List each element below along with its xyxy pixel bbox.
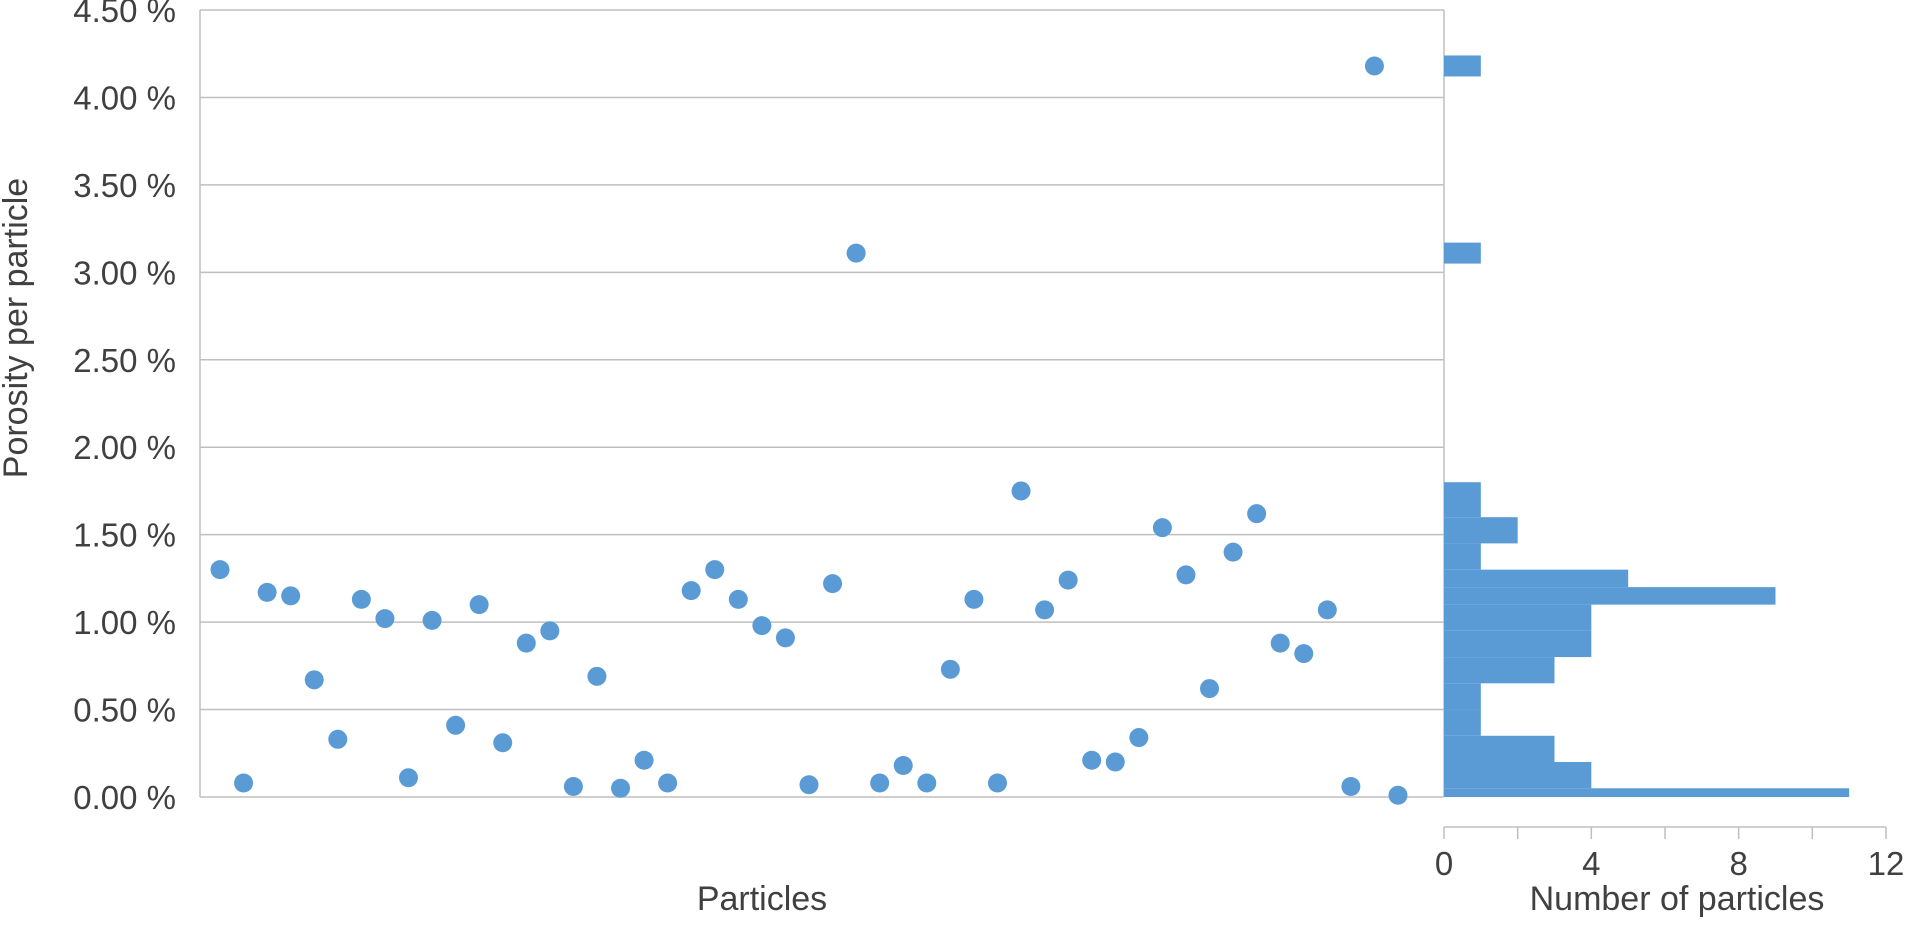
y-tick-label: 3.00 % bbox=[73, 254, 176, 291]
data-point bbox=[351, 589, 371, 609]
data-point bbox=[705, 560, 725, 580]
histogram-bar bbox=[1444, 55, 1481, 77]
data-point bbox=[964, 589, 984, 609]
data-point bbox=[540, 621, 560, 641]
data-point bbox=[634, 750, 654, 770]
histogram-bar bbox=[1444, 683, 1481, 710]
histogram-x-tick-label: 0 bbox=[1435, 845, 1453, 882]
data-point bbox=[493, 733, 513, 753]
scatter-y-tick-labels: 0.00 % 0.50 % 1.00 % 1.50 % 2.00 % 2.50 % 3.00… bbox=[73, 0, 176, 816]
histogram-bar bbox=[1444, 788, 1850, 797]
histogram-x-tick-label: 4 bbox=[1582, 845, 1600, 882]
data-point bbox=[870, 773, 890, 793]
histogram-x-axis bbox=[1443, 826, 1887, 839]
data-point bbox=[398, 768, 418, 788]
data-point bbox=[587, 666, 607, 686]
data-point bbox=[1341, 777, 1361, 797]
data-point bbox=[823, 574, 843, 594]
data-point bbox=[257, 582, 277, 602]
histogram-x-tick-label: 8 bbox=[1729, 845, 1747, 882]
histogram-x-tick-labels: 0 4 8 12 bbox=[1435, 845, 1905, 882]
data-point bbox=[917, 773, 937, 793]
histogram-bar bbox=[1444, 517, 1518, 544]
y-tick-label: 2.00 % bbox=[73, 429, 176, 466]
data-point bbox=[304, 670, 324, 690]
data-point bbox=[1058, 570, 1078, 590]
data-point bbox=[1294, 644, 1314, 664]
y-tick-label: 1.00 % bbox=[73, 604, 176, 641]
data-point bbox=[658, 773, 678, 793]
data-point bbox=[1200, 679, 1220, 699]
histogram-bar bbox=[1444, 587, 1776, 605]
data-point bbox=[611, 778, 631, 798]
y-tick-label: 2.50 % bbox=[73, 342, 176, 379]
y-tick-label: 0.50 % bbox=[73, 692, 176, 729]
data-point bbox=[281, 586, 301, 606]
data-point bbox=[681, 581, 701, 601]
histogram-bar bbox=[1444, 630, 1592, 658]
histogram-bar bbox=[1444, 569, 1629, 588]
data-point bbox=[1035, 600, 1055, 620]
data-point bbox=[1082, 750, 1102, 770]
histogram-bar bbox=[1444, 482, 1481, 518]
data-point bbox=[1152, 518, 1172, 538]
histogram-bar bbox=[1444, 543, 1481, 570]
x-axis-label: Particles bbox=[697, 880, 827, 918]
data-point bbox=[1011, 481, 1031, 501]
data-point bbox=[940, 659, 960, 679]
y-axis-label: Porosity per particle bbox=[0, 178, 35, 478]
data-point bbox=[752, 616, 772, 636]
data-point bbox=[469, 595, 489, 615]
data-point bbox=[1176, 565, 1196, 585]
data-point bbox=[1129, 728, 1149, 748]
y-tick-label: 1.50 % bbox=[73, 517, 176, 554]
data-point bbox=[1317, 600, 1337, 620]
histogram-bar bbox=[1444, 735, 1555, 763]
data-point bbox=[1223, 542, 1243, 562]
scatter-points bbox=[210, 56, 1408, 805]
data-point bbox=[1364, 56, 1384, 76]
histogram-bar bbox=[1444, 604, 1592, 631]
data-point bbox=[846, 243, 866, 263]
data-point bbox=[516, 633, 536, 653]
scatter-grid bbox=[199, 9, 1445, 798]
data-point bbox=[234, 773, 254, 793]
data-point bbox=[987, 773, 1007, 793]
data-point bbox=[1270, 633, 1290, 653]
histogram-x-axis-label: Number of particles bbox=[1530, 880, 1825, 918]
y-tick-label: 0.00 % bbox=[73, 779, 176, 816]
data-point bbox=[375, 609, 395, 629]
data-point bbox=[775, 628, 795, 648]
histogram-bar bbox=[1444, 709, 1481, 736]
data-point bbox=[210, 560, 230, 580]
data-point bbox=[563, 777, 583, 797]
histogram-bar bbox=[1444, 657, 1555, 684]
histogram-x-tick-label: 12 bbox=[1868, 845, 1905, 882]
histogram-bar bbox=[1444, 762, 1592, 789]
y-tick-label: 3.50 % bbox=[73, 167, 176, 204]
histogram-bar bbox=[1444, 242, 1481, 264]
data-point bbox=[1388, 785, 1408, 805]
y-tick-label: 4.00 % bbox=[73, 79, 176, 116]
data-point bbox=[893, 756, 913, 776]
data-point bbox=[799, 775, 819, 795]
data-point bbox=[328, 729, 348, 749]
histogram-bars bbox=[1444, 55, 1850, 797]
data-point bbox=[728, 589, 748, 609]
y-tick-label: 4.50 % bbox=[73, 0, 176, 29]
data-point bbox=[1105, 752, 1125, 772]
data-point bbox=[446, 715, 466, 735]
data-point bbox=[1247, 504, 1267, 524]
data-point bbox=[422, 610, 442, 630]
